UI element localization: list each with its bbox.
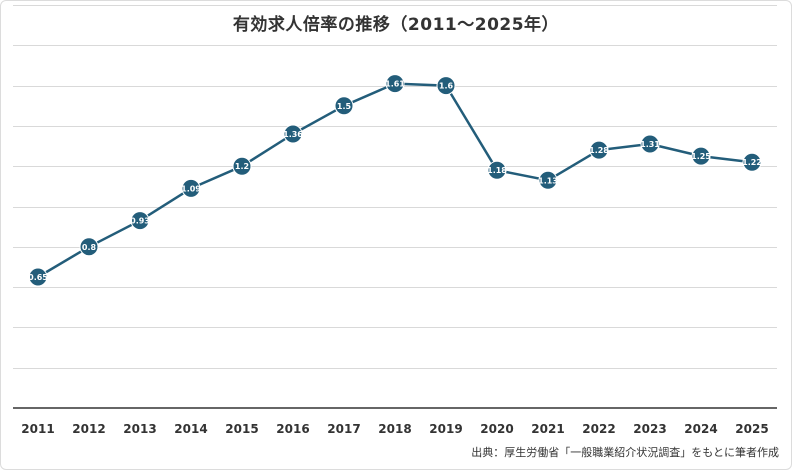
data-point bbox=[742, 152, 762, 172]
data-point bbox=[283, 124, 303, 144]
x-tick-label: 2020 bbox=[480, 422, 513, 436]
data-point bbox=[334, 96, 354, 116]
x-tick-label: 2021 bbox=[531, 422, 564, 436]
data-point bbox=[691, 146, 711, 166]
data-label: 0.93 bbox=[130, 217, 150, 226]
x-tick-label: 2023 bbox=[633, 422, 666, 436]
data-label: 1.18 bbox=[487, 166, 507, 175]
data-point bbox=[589, 140, 609, 160]
data-point bbox=[436, 76, 456, 96]
data-point bbox=[130, 211, 150, 231]
data-label: 1.5 bbox=[337, 102, 352, 111]
data-label: 1.28 bbox=[589, 146, 609, 155]
x-tick-label: 2022 bbox=[582, 422, 615, 436]
data-label: 1.13 bbox=[538, 176, 558, 185]
data-point bbox=[232, 156, 252, 176]
x-tick-label: 2018 bbox=[378, 422, 411, 436]
data-point bbox=[487, 160, 507, 180]
x-tick-label: 2012 bbox=[72, 422, 105, 436]
data-label: 1.25 bbox=[691, 152, 711, 161]
data-point bbox=[181, 178, 201, 198]
data-label: 1.36 bbox=[283, 130, 303, 139]
data-label: 0.65 bbox=[28, 273, 48, 282]
data-label: 1.6 bbox=[439, 82, 454, 91]
data-point bbox=[640, 134, 660, 154]
x-tick-label: 2019 bbox=[429, 422, 462, 436]
source-note: 出典：厚生労働省「一般職業紹介状況調査」をもとに筆者作成 bbox=[471, 446, 779, 459]
data-point bbox=[385, 74, 405, 94]
x-tick-label: 2016 bbox=[276, 422, 309, 436]
data-point bbox=[28, 267, 48, 287]
x-tick-label: 2014 bbox=[174, 422, 207, 436]
data-label: 1.61 bbox=[385, 80, 405, 89]
x-tick-label: 2015 bbox=[225, 422, 258, 436]
x-tick-label: 2024 bbox=[684, 422, 717, 436]
data-point bbox=[79, 237, 99, 257]
x-tick-label: 2025 bbox=[735, 422, 768, 436]
data-point bbox=[538, 170, 558, 190]
x-tick-label: 2011 bbox=[21, 422, 54, 436]
data-label: 0.8 bbox=[82, 243, 97, 252]
chart-title: 有効求人倍率の推移（2011〜2025年） bbox=[232, 15, 560, 35]
x-tick-label: 2013 bbox=[123, 422, 156, 436]
data-label: 1.31 bbox=[640, 140, 660, 149]
data-label: 1.09 bbox=[181, 184, 201, 193]
x-tick-label: 2017 bbox=[327, 422, 360, 436]
data-label: 1.2 bbox=[235, 162, 249, 171]
data-label: 1.22 bbox=[742, 158, 762, 167]
